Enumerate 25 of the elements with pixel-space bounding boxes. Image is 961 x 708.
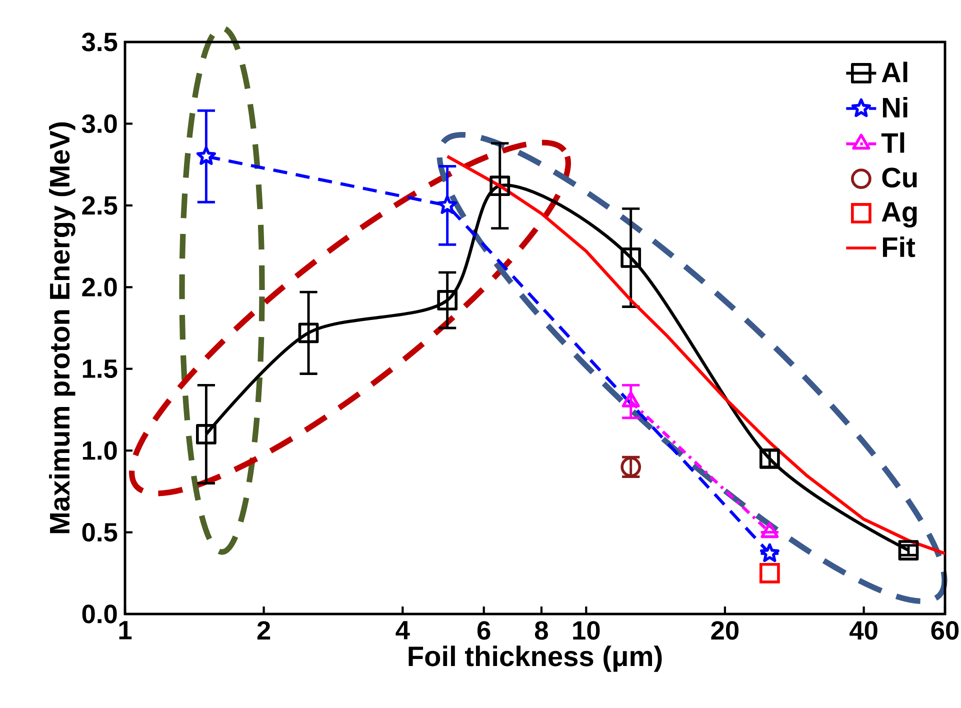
y-tick-label: 0.0 — [82, 604, 117, 624]
legend-label: Ni — [882, 97, 908, 118]
x-tick-label: 40 — [850, 621, 878, 640]
x-tick-label: 60 — [931, 621, 959, 640]
legend-label: Cu — [882, 168, 917, 188]
y-tick-label: 1.0 — [82, 441, 117, 460]
y-tick-label: 2.0 — [82, 278, 117, 296]
x-tick-label: 6 — [477, 621, 490, 640]
y-tick-label: 3.0 — [82, 114, 117, 134]
x-tick-label: 20 — [711, 621, 739, 640]
legend-label: Al — [882, 62, 908, 82]
y-tick-label: 0.5 — [82, 522, 118, 542]
y-axis-title: Maximum proton Energy (MeV) — [49, 122, 76, 534]
legend-label: Ag — [882, 202, 917, 228]
y-tick-label: 2.5 — [82, 196, 118, 215]
x-axis-title: Foil thickness (μm) — [408, 646, 662, 672]
legend-label: Fit — [882, 236, 916, 258]
x-tick-label: 2 — [257, 621, 270, 640]
x-tick-label: 4 — [396, 621, 410, 640]
x-tick-label: 1 — [119, 621, 132, 640]
x-tick-label: 10 — [573, 621, 600, 640]
y-tick-label: 3.5 — [82, 32, 118, 52]
y-tick-label: 1.5 — [82, 360, 118, 378]
x-tick-label: 8 — [534, 621, 548, 640]
legend-label: Tl — [881, 132, 904, 153]
